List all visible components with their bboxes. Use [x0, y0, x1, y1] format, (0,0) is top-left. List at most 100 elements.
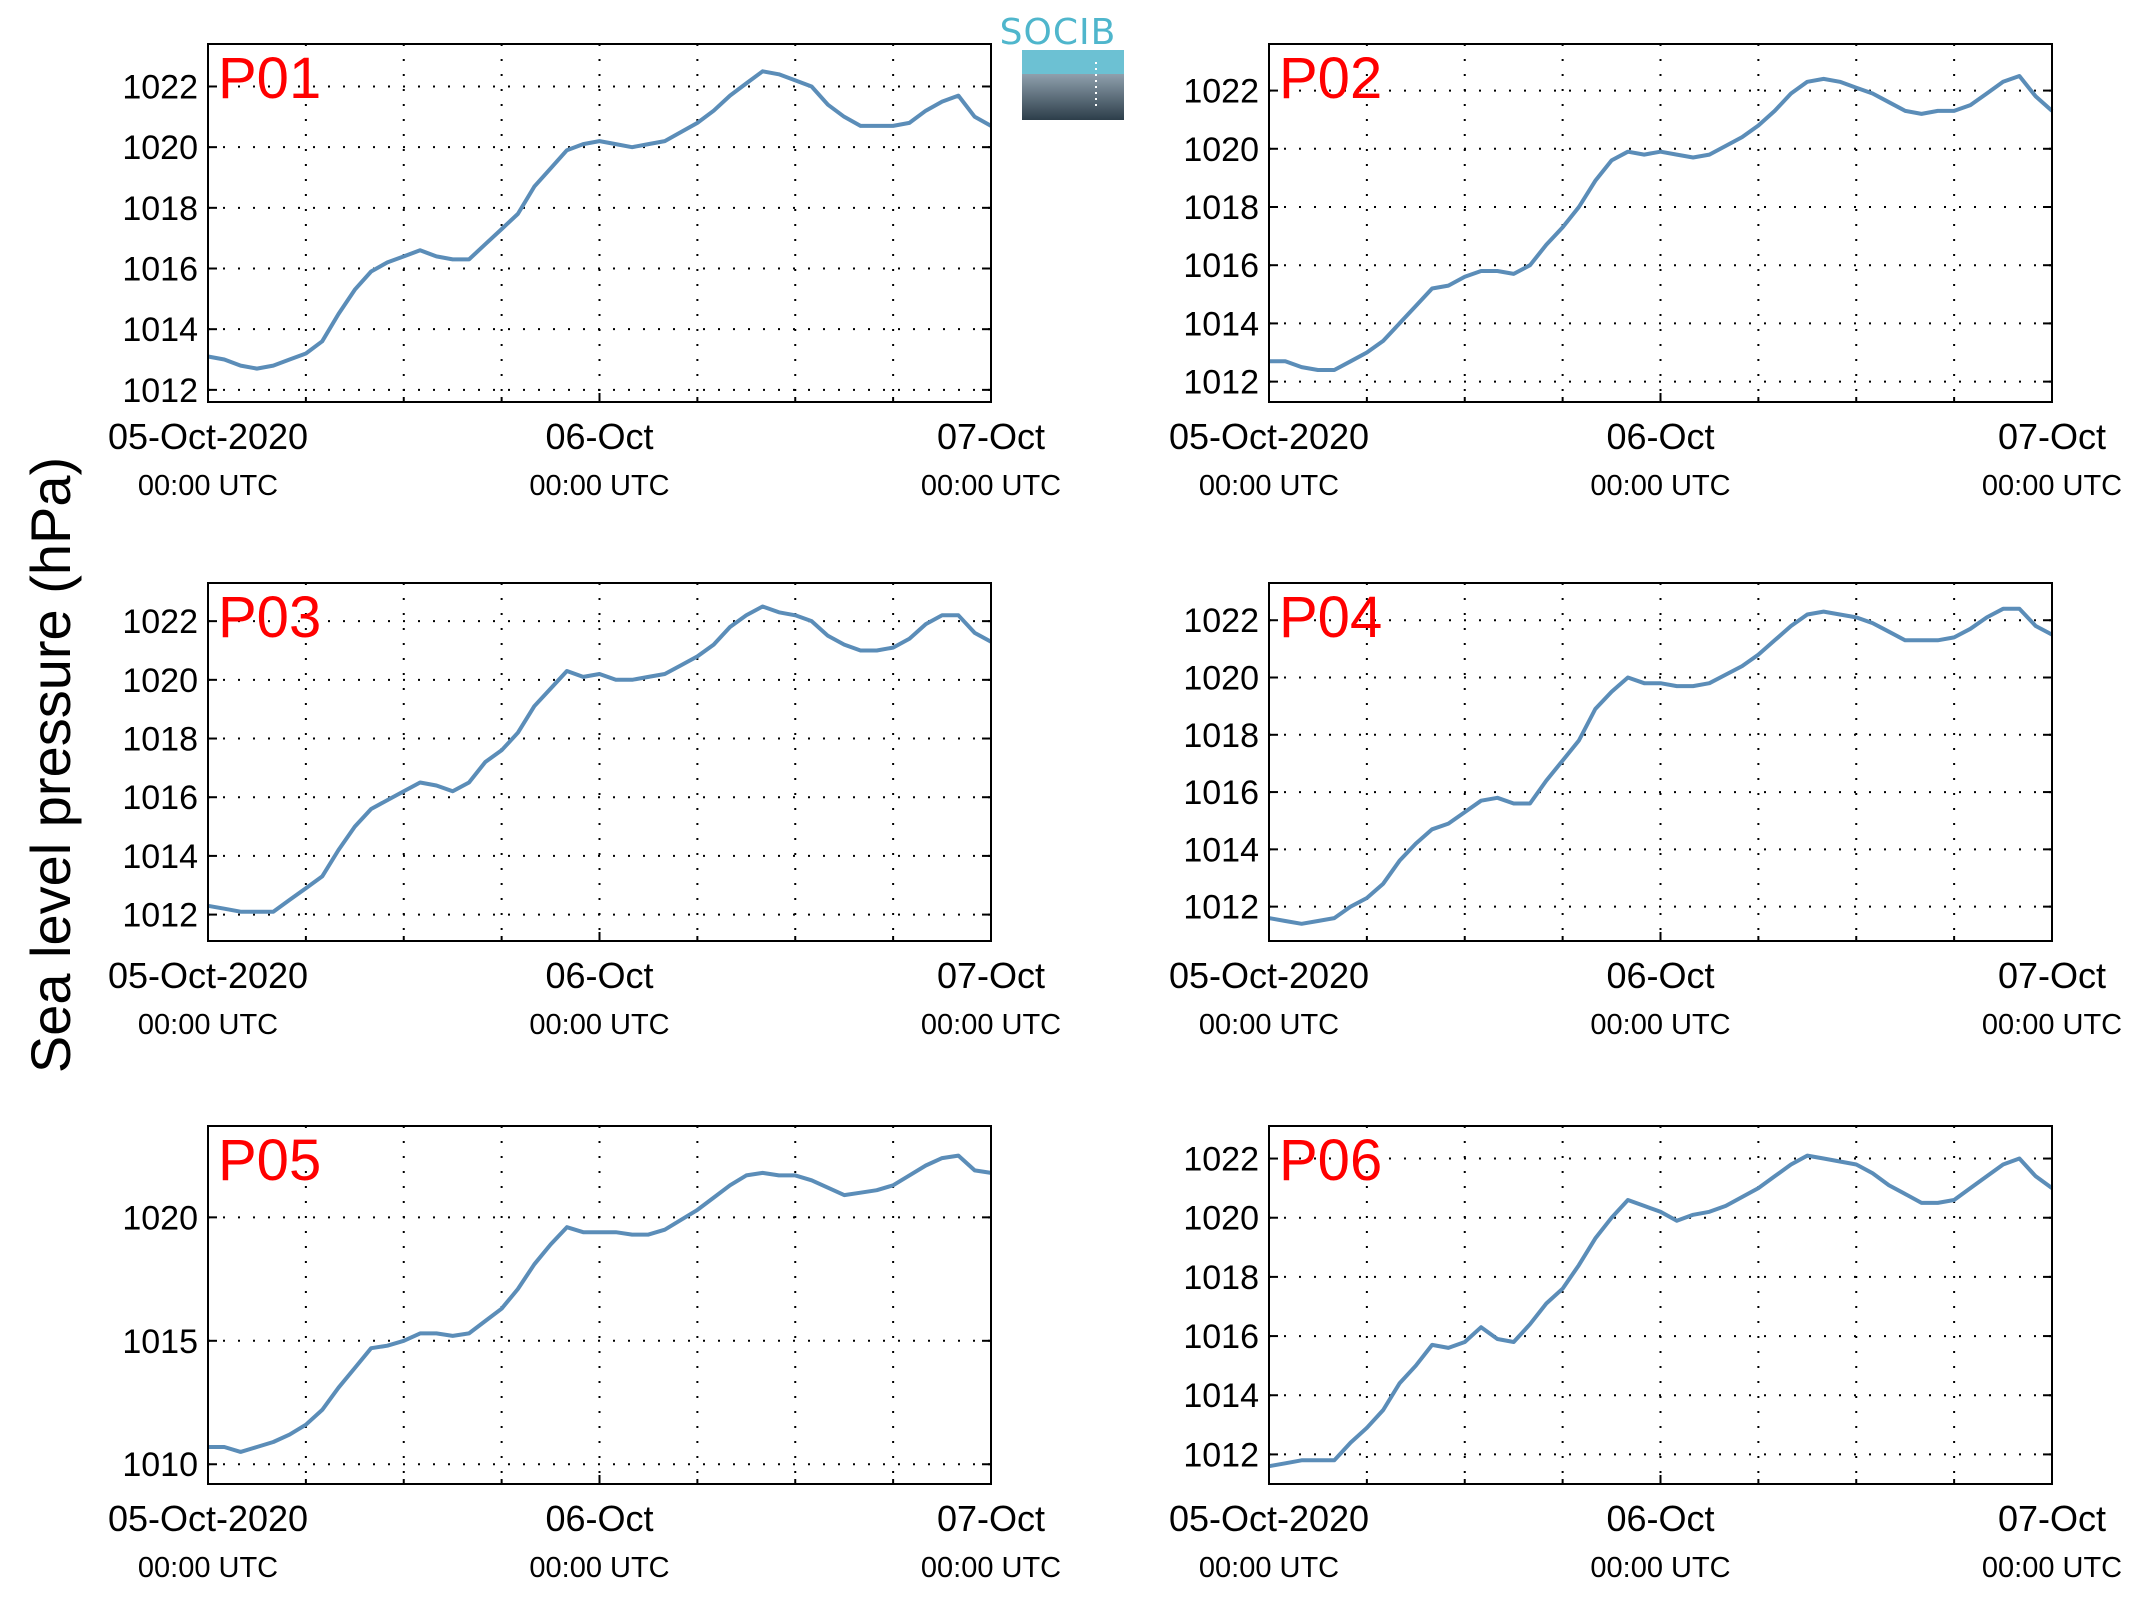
xtick-label-1: 06-Oct	[545, 1498, 653, 1539]
xtick-sublabel-2: 00:00 UTC	[1982, 470, 2122, 502]
xtick-sublabel-1: 00:00 UTC	[529, 1009, 669, 1041]
panel-p06: 1012 1014 1016 1018 1020 1022 05-Oct-2020 00:00…	[1169, 1125, 2122, 1584]
ytick-label-1014: 1014	[122, 311, 198, 349]
panel-label-p04: P04	[1279, 585, 1382, 650]
ytick-label-1016: 1016	[1183, 774, 1259, 812]
xtick-sublabel-0: 00:00 UTC	[138, 470, 278, 502]
xtick-sublabel-0: 00:00 UTC	[1199, 1552, 1339, 1584]
ytick-label-1016: 1016	[1183, 1318, 1259, 1356]
socib-logo-block	[1022, 74, 1124, 120]
ytick-label-1022: 1022	[122, 68, 198, 106]
xtick-sublabel-2: 00:00 UTC	[921, 1009, 1061, 1041]
xtick-sublabel-1: 00:00 UTC	[1590, 470, 1730, 502]
socib-logo-text: SOCIB	[1000, 12, 1117, 53]
xtick-label-0: 05-Oct-2020	[108, 416, 308, 457]
axes-frame-p01	[207, 43, 992, 403]
ytick-label-1022: 1022	[122, 603, 198, 641]
xtick-sublabel-1: 00:00 UTC	[529, 1552, 669, 1584]
series-line-p01	[207, 69, 992, 371]
ytick-label-1014: 1014	[1183, 305, 1259, 343]
xtick-label-1: 06-Oct	[1606, 416, 1714, 457]
xtick-label-2: 07-Oct	[937, 416, 1045, 457]
xtick-label-0: 05-Oct-2020	[1169, 1498, 1369, 1539]
xtick-label-1: 06-Oct	[1606, 1498, 1714, 1539]
panels: 1012 1014 1016 1018 1020 1022 05-Oct-2020 00:00…	[108, 43, 2122, 1584]
series-line-p03	[207, 604, 992, 914]
axes-frame-p04	[1268, 582, 2053, 942]
xtick-sublabel-0: 00:00 UTC	[138, 1552, 278, 1584]
ytick-label-1018: 1018	[122, 721, 198, 759]
ytick-label-1020: 1020	[122, 1199, 198, 1237]
y-axis-label: Sea level pressure (hPa)	[19, 457, 82, 1073]
xtick-label-2: 07-Oct	[1998, 1498, 2106, 1539]
ytick-label-1012: 1012	[1183, 1436, 1259, 1474]
xtick-label-1: 06-Oct	[545, 416, 653, 457]
ytick-label-1022: 1022	[1183, 1141, 1259, 1179]
xtick-sublabel-2: 00:00 UTC	[921, 1552, 1061, 1584]
panel-p03: 1012 1014 1016 1018 1020 1022 05-Oct-2020 00:00…	[108, 582, 1061, 1041]
panel-p01: 1012 1014 1016 1018 1020 1022 05-Oct-2020 00:00…	[108, 43, 1061, 502]
panel-label-p06: P06	[1279, 1128, 1382, 1193]
ytick-label-1010: 1010	[122, 1446, 198, 1484]
ytick-label-1014: 1014	[1183, 831, 1259, 869]
xtick-label-1: 06-Oct	[545, 955, 653, 996]
xtick-sublabel-2: 00:00 UTC	[1982, 1552, 2122, 1584]
xtick-sublabel-1: 00:00 UTC	[1590, 1009, 1730, 1041]
socib-logo-band	[1022, 50, 1124, 74]
socib-logo: SOCIB	[1000, 12, 1124, 120]
axes-frame-p05	[207, 1125, 992, 1485]
axes-frame-p02	[1268, 43, 2053, 403]
ytick-label-1020: 1020	[1183, 660, 1259, 698]
xtick-label-0: 05-Oct-2020	[108, 1498, 308, 1539]
xtick-sublabel-0: 00:00 UTC	[1199, 470, 1339, 502]
ytick-label-1016: 1016	[1183, 247, 1259, 285]
xtick-label-2: 07-Oct	[1998, 416, 2106, 457]
series-line-p02	[1269, 74, 2054, 372]
ytick-label-1012: 1012	[122, 897, 198, 935]
ytick-label-1014: 1014	[122, 838, 198, 876]
ytick-label-1020: 1020	[1183, 1200, 1259, 1238]
ytick-label-1016: 1016	[122, 779, 198, 817]
xtick-label-2: 07-Oct	[937, 1498, 1045, 1539]
ytick-label-1020: 1020	[122, 662, 198, 700]
panel-p04: 1012 1014 1016 1018 1020 1022 05-Oct-2020 00:00…	[1169, 582, 2122, 1041]
xtick-label-2: 07-Oct	[1998, 955, 2106, 996]
ytick-label-1018: 1018	[1183, 1259, 1259, 1297]
xtick-sublabel-0: 00:00 UTC	[138, 1009, 278, 1041]
panel-p02: 1012 1014 1016 1018 1020 1022 05-Oct-2020 00:00…	[1169, 43, 2122, 502]
ytick-label-1020: 1020	[1183, 131, 1259, 169]
panel-p05: 1010 1015 1020 05-Oct-2020 00:00 UTC 06-Oct 00…	[108, 1125, 1061, 1584]
xtick-sublabel-1: 00:00 UTC	[529, 470, 669, 502]
series-line-p05	[208, 1153, 992, 1454]
panel-label-p02: P02	[1279, 46, 1382, 111]
ytick-label-1012: 1012	[122, 372, 198, 410]
panel-label-p03: P03	[218, 585, 321, 650]
xtick-label-0: 05-Oct-2020	[1169, 955, 1369, 996]
xtick-sublabel-0: 00:00 UTC	[1199, 1009, 1339, 1041]
ytick-label-1020: 1020	[122, 129, 198, 167]
ytick-label-1022: 1022	[1183, 602, 1259, 640]
ytick-label-1018: 1018	[122, 190, 198, 228]
xtick-label-0: 05-Oct-2020	[108, 955, 308, 996]
ytick-label-1016: 1016	[122, 251, 198, 289]
ytick-label-1018: 1018	[1183, 189, 1259, 227]
xtick-label-0: 05-Oct-2020	[1169, 416, 1369, 457]
ytick-label-1022: 1022	[1183, 73, 1259, 111]
xtick-sublabel-2: 00:00 UTC	[921, 470, 1061, 502]
panel-label-p05: P05	[218, 1128, 321, 1193]
ytick-label-1012: 1012	[1183, 889, 1259, 927]
series-line-p06	[1268, 1153, 2054, 1469]
ytick-label-1014: 1014	[1183, 1377, 1259, 1415]
series-line-p04	[1268, 606, 2053, 926]
ytick-label-1018: 1018	[1183, 717, 1259, 755]
axes-frame-p03	[207, 582, 992, 942]
xtick-sublabel-1: 00:00 UTC	[1590, 1552, 1730, 1584]
ytick-label-1012: 1012	[1183, 364, 1259, 402]
xtick-label-2: 07-Oct	[937, 955, 1045, 996]
xtick-label-1: 06-Oct	[1606, 955, 1714, 996]
axes-frame-p06	[1268, 1125, 2053, 1485]
ytick-label-1015: 1015	[122, 1323, 198, 1361]
xtick-sublabel-2: 00:00 UTC	[1982, 1009, 2122, 1041]
panel-label-p01: P01	[218, 46, 321, 111]
